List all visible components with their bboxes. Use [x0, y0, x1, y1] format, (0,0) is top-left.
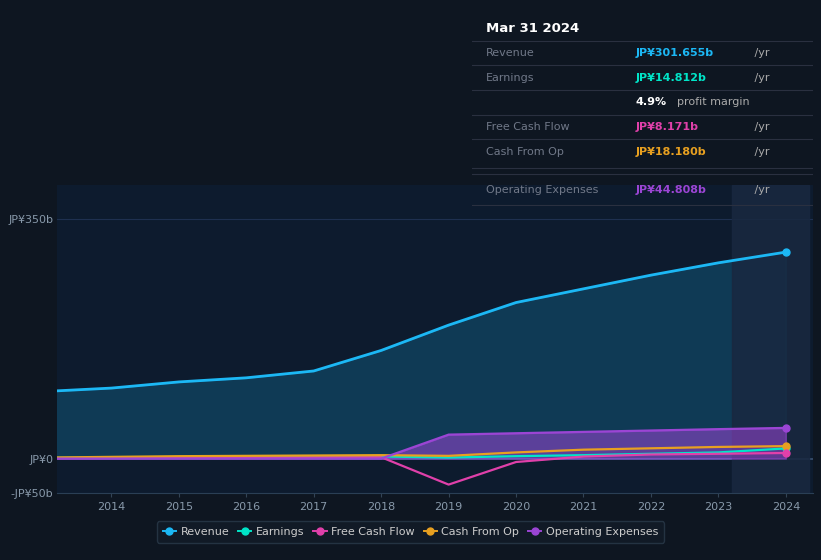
Text: /yr: /yr	[751, 73, 770, 83]
Text: /yr: /yr	[751, 48, 770, 58]
Text: JP¥8.171b: JP¥8.171b	[635, 122, 699, 132]
Text: Mar 31 2024: Mar 31 2024	[486, 22, 579, 35]
Text: Free Cash Flow: Free Cash Flow	[486, 122, 569, 132]
Text: JP¥301.655b: JP¥301.655b	[635, 48, 713, 58]
Bar	[732, 185, 810, 493]
Text: Cash From Op: Cash From Op	[486, 147, 563, 157]
Text: JP¥14.812b: JP¥14.812b	[635, 73, 707, 83]
Text: Operating Expenses: Operating Expenses	[486, 185, 598, 195]
Text: /yr: /yr	[751, 147, 770, 157]
Legend: Revenue, Earnings, Free Cash Flow, Cash From Op, Operating Expenses: Revenue, Earnings, Free Cash Flow, Cash …	[157, 521, 664, 543]
Text: Revenue: Revenue	[486, 48, 534, 58]
Text: JP¥18.180b: JP¥18.180b	[635, 147, 706, 157]
Text: /yr: /yr	[751, 185, 770, 195]
Text: /yr: /yr	[751, 122, 770, 132]
Text: 4.9%: 4.9%	[635, 97, 667, 108]
Text: JP¥44.808b: JP¥44.808b	[635, 185, 707, 195]
Text: Earnings: Earnings	[486, 73, 534, 83]
Text: profit margin: profit margin	[677, 97, 749, 108]
